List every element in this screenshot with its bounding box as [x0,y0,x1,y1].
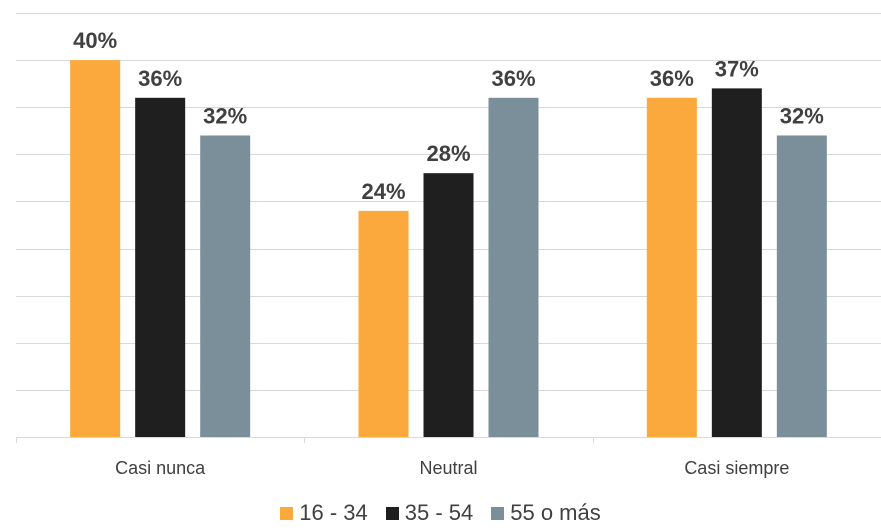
legend-swatch-series-3 [491,506,505,520]
data-label: 28% [426,141,470,166]
bar-series-2-neutral [423,173,474,437]
bar-series-2-casi-siempre [711,88,762,437]
legend-label-series-2: 35 - 54 [404,500,474,525]
legend-swatch-series-1 [280,506,294,520]
x-axis: Casi nunca Neutral Casi siempre [16,437,881,478]
legend-item-series-1: 16 - 34 [280,500,368,526]
legend-label-series-3: 55 o más [510,500,601,525]
data-label: 40% [73,28,117,53]
data-label: 36% [491,66,535,91]
x-tick-label: Neutral [419,458,477,478]
data-label: 37% [715,56,759,81]
data-label: 36% [138,66,182,91]
legend: 16 - 34 35 - 54 55 o más [0,500,881,526]
legend-item-series-2: 35 - 54 [385,500,474,526]
data-label: 24% [361,179,405,204]
bar-series-1-neutral [358,210,409,437]
legend-item-series-3: 55 o más [491,500,601,526]
data-label: 36% [650,66,694,91]
bar-series-3-neutral [488,97,539,438]
data-label: 32% [203,103,247,128]
bar-series-1-casi-nunca [70,60,121,437]
bar-series-3-casi-nunca [200,135,251,437]
bar-series-1-casi-siempre [646,97,697,438]
x-tick-label: Casi siempre [684,458,789,478]
x-tick-label: Casi nunca [115,458,206,478]
data-label: 32% [780,103,824,128]
legend-label-series-1: 16 - 34 [299,500,368,525]
legend-swatch-series-2 [385,506,399,520]
data-labels: 40% 24% 36% 36% 28% 37% 32% 36% 32% [73,28,824,204]
bar-series-2-casi-nunca [135,97,186,438]
bar-series-3-casi-siempre [776,135,827,437]
bars [70,60,827,438]
